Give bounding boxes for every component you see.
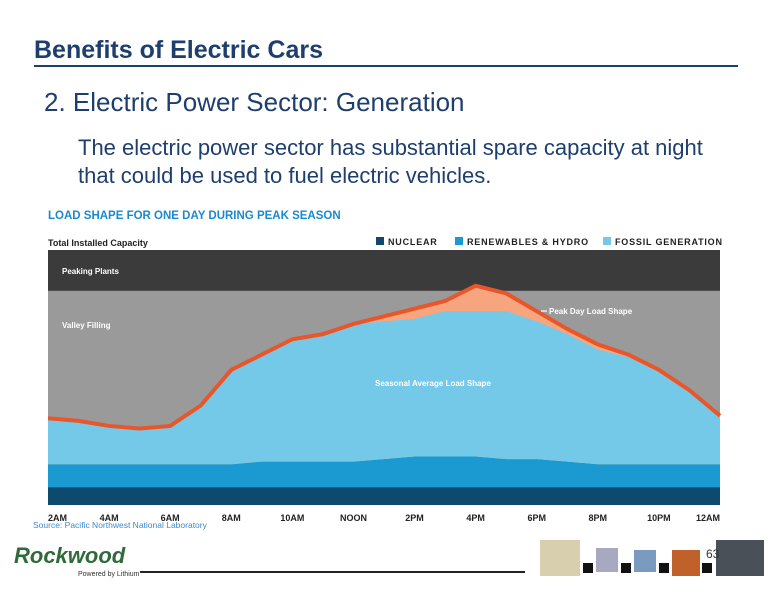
legend-swatch xyxy=(603,237,611,245)
x-tick-label: 2PM xyxy=(405,513,424,523)
x-tick-label: NOON xyxy=(340,513,367,523)
bullet xyxy=(583,563,593,573)
peak-line xyxy=(47,283,722,431)
peak-label: Peak Day Load Shape xyxy=(549,307,633,316)
body-box: The electric power sector has substantia… xyxy=(78,135,703,188)
x-tick-label: 6AM xyxy=(161,513,180,523)
legend-swatch xyxy=(376,237,384,245)
peaking-band xyxy=(48,250,720,291)
legend-label: FOSSIL GENERATION xyxy=(615,237,723,247)
legend-swatch xyxy=(455,237,463,245)
valley-label: Valley Filling xyxy=(62,321,111,330)
x-tick-label: 8PM xyxy=(589,513,608,523)
slide-title: Benefits of Electric Cars xyxy=(34,36,323,64)
x-tick-label: 12AM xyxy=(696,513,720,523)
x-tick-label: 10PM xyxy=(647,513,671,523)
bullet xyxy=(659,563,669,573)
photo xyxy=(540,540,580,576)
area xyxy=(48,487,720,505)
peaking-label: Peaking Plants xyxy=(62,267,119,276)
body: The electric power sector has substantia… xyxy=(78,135,703,188)
bullet xyxy=(702,563,712,573)
chart-title: LOAD SHAPE FOR ONE DAY DURING PEAK SEASO… xyxy=(48,210,341,222)
plot: Peaking Plants Valley Filling Seasonal Ave… xyxy=(47,237,723,523)
heading: 2. Electric Power Sector: Generation xyxy=(44,87,465,117)
seasonal-label: Seasonal Average Load Shape xyxy=(375,379,491,388)
page-number: 63 xyxy=(706,547,720,561)
x-tick-label: 4PM xyxy=(466,513,485,523)
source: Source: Pacific Northwest National Labor… xyxy=(33,520,208,530)
photo xyxy=(634,550,656,572)
legend-label: RENEWABLES & HYDRO xyxy=(467,237,589,247)
x-tick-label: 4AM xyxy=(100,513,119,523)
x-tick-label: 10AM xyxy=(280,513,304,523)
photo xyxy=(716,540,764,576)
area xyxy=(48,311,720,465)
x-tick-label: 2AM xyxy=(48,513,67,523)
capacity-label: Total Installed Capacity xyxy=(48,238,148,248)
x-tick-label: 6PM xyxy=(527,513,546,523)
bullet xyxy=(621,563,631,573)
logo-tagline: Powered by Lithium xyxy=(78,571,140,578)
logo: Rockwood xyxy=(14,543,126,568)
photo xyxy=(672,550,700,576)
photo xyxy=(596,548,618,572)
legend-label: NUCLEAR xyxy=(388,237,438,247)
area xyxy=(48,456,720,488)
x-tick-label: 8AM xyxy=(222,513,241,523)
